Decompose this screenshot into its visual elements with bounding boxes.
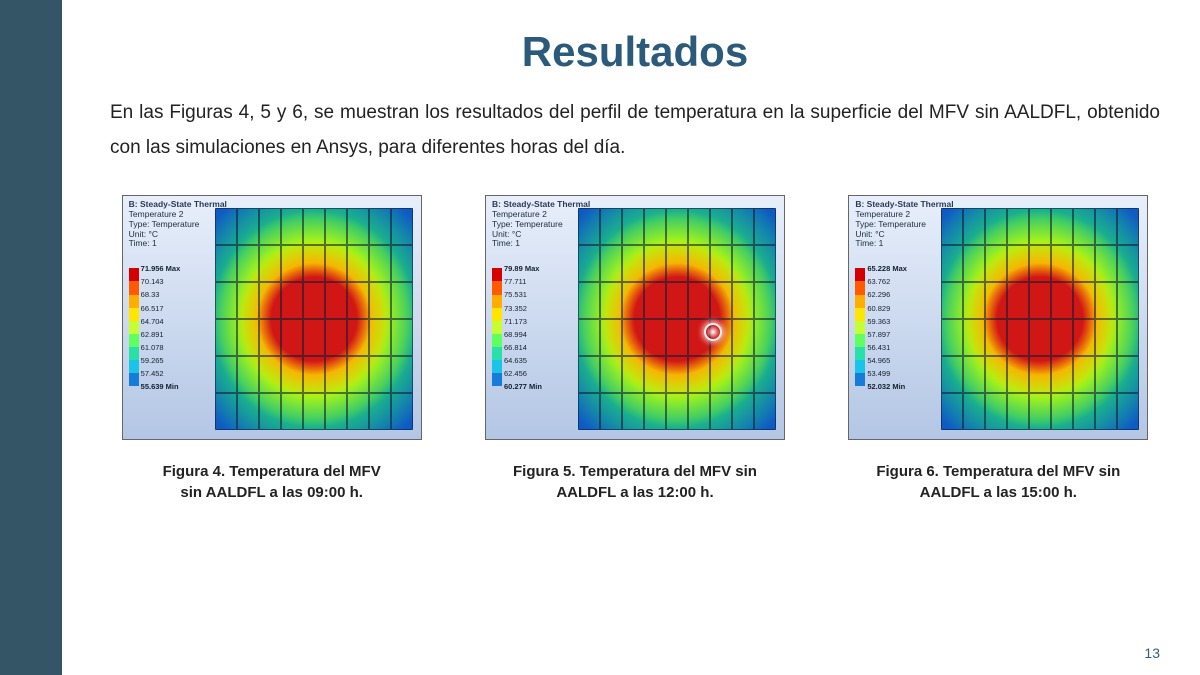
heatmap (215, 208, 413, 430)
figure-block-4: B: Steady-State Thermal Temperature 2 Ty… (110, 195, 433, 503)
caption-line2: sin AALDFL a las 09:00 h. (180, 484, 363, 501)
slide-title: Resultados (110, 28, 1160, 76)
figure-caption: Figura 6. Temperatura del MFV sin AALDFL… (848, 462, 1148, 503)
ansys-header: B: Steady-State Thermal Temperature 2 Ty… (855, 200, 953, 249)
caption-line1: Figura 5. Temperatura del MFV sin (513, 463, 757, 480)
heatmap (941, 208, 1139, 430)
ansys-panel-fig5: B: Steady-State Thermal Temperature 2 Ty… (485, 195, 785, 440)
slide-content: Resultados En las Figuras 4, 5 y 6, se m… (62, 0, 1200, 675)
caption-line2: AALDFL a las 15:00 h. (920, 484, 1077, 501)
figure-caption: Figura 4. Temperatura del MFV sin AALDFL… (122, 462, 422, 503)
ansys-header: B: Steady-State Thermal Temperature 2 Ty… (129, 200, 227, 249)
heatmap (578, 208, 776, 430)
ansys-panel-fig6: B: Steady-State Thermal Temperature 2 Ty… (848, 195, 1148, 440)
legend-colorbar (492, 268, 502, 386)
ansys-panel-fig4: B: Steady-State Thermal Temperature 2 Ty… (122, 195, 422, 440)
caption-line2: AALDFL a las 12:00 h. (556, 484, 713, 501)
heatmap-grid (215, 208, 413, 430)
legend-colorbar (129, 268, 139, 386)
legend-colorbar (855, 268, 865, 386)
ansys-header: B: Steady-State Thermal Temperature 2 Ty… (492, 200, 590, 249)
figure-caption: Figura 5. Temperatura del MFV sin AALDFL… (485, 462, 785, 503)
ansys-header-line5: Time: 1 (855, 239, 953, 249)
caption-line1: Figura 4. Temperatura del MFV (163, 463, 381, 480)
figure-block-6: B: Steady-State Thermal Temperature 2 Ty… (837, 195, 1160, 503)
ansys-header-line5: Time: 1 (492, 239, 590, 249)
heatmap-grid (941, 208, 1139, 430)
body-paragraph: En las Figuras 4, 5 y 6, se muestran los… (110, 95, 1160, 165)
heatmap-grid (578, 208, 776, 430)
ansys-header-line5: Time: 1 (129, 239, 227, 249)
caption-line1: Figura 6. Temperatura del MFV sin (876, 463, 1120, 480)
left-sidebar (0, 0, 62, 675)
figure-row: B: Steady-State Thermal Temperature 2 Ty… (110, 195, 1160, 503)
page-number: 13 (1144, 645, 1160, 661)
figure-block-5: B: Steady-State Thermal Temperature 2 Ty… (473, 195, 796, 503)
